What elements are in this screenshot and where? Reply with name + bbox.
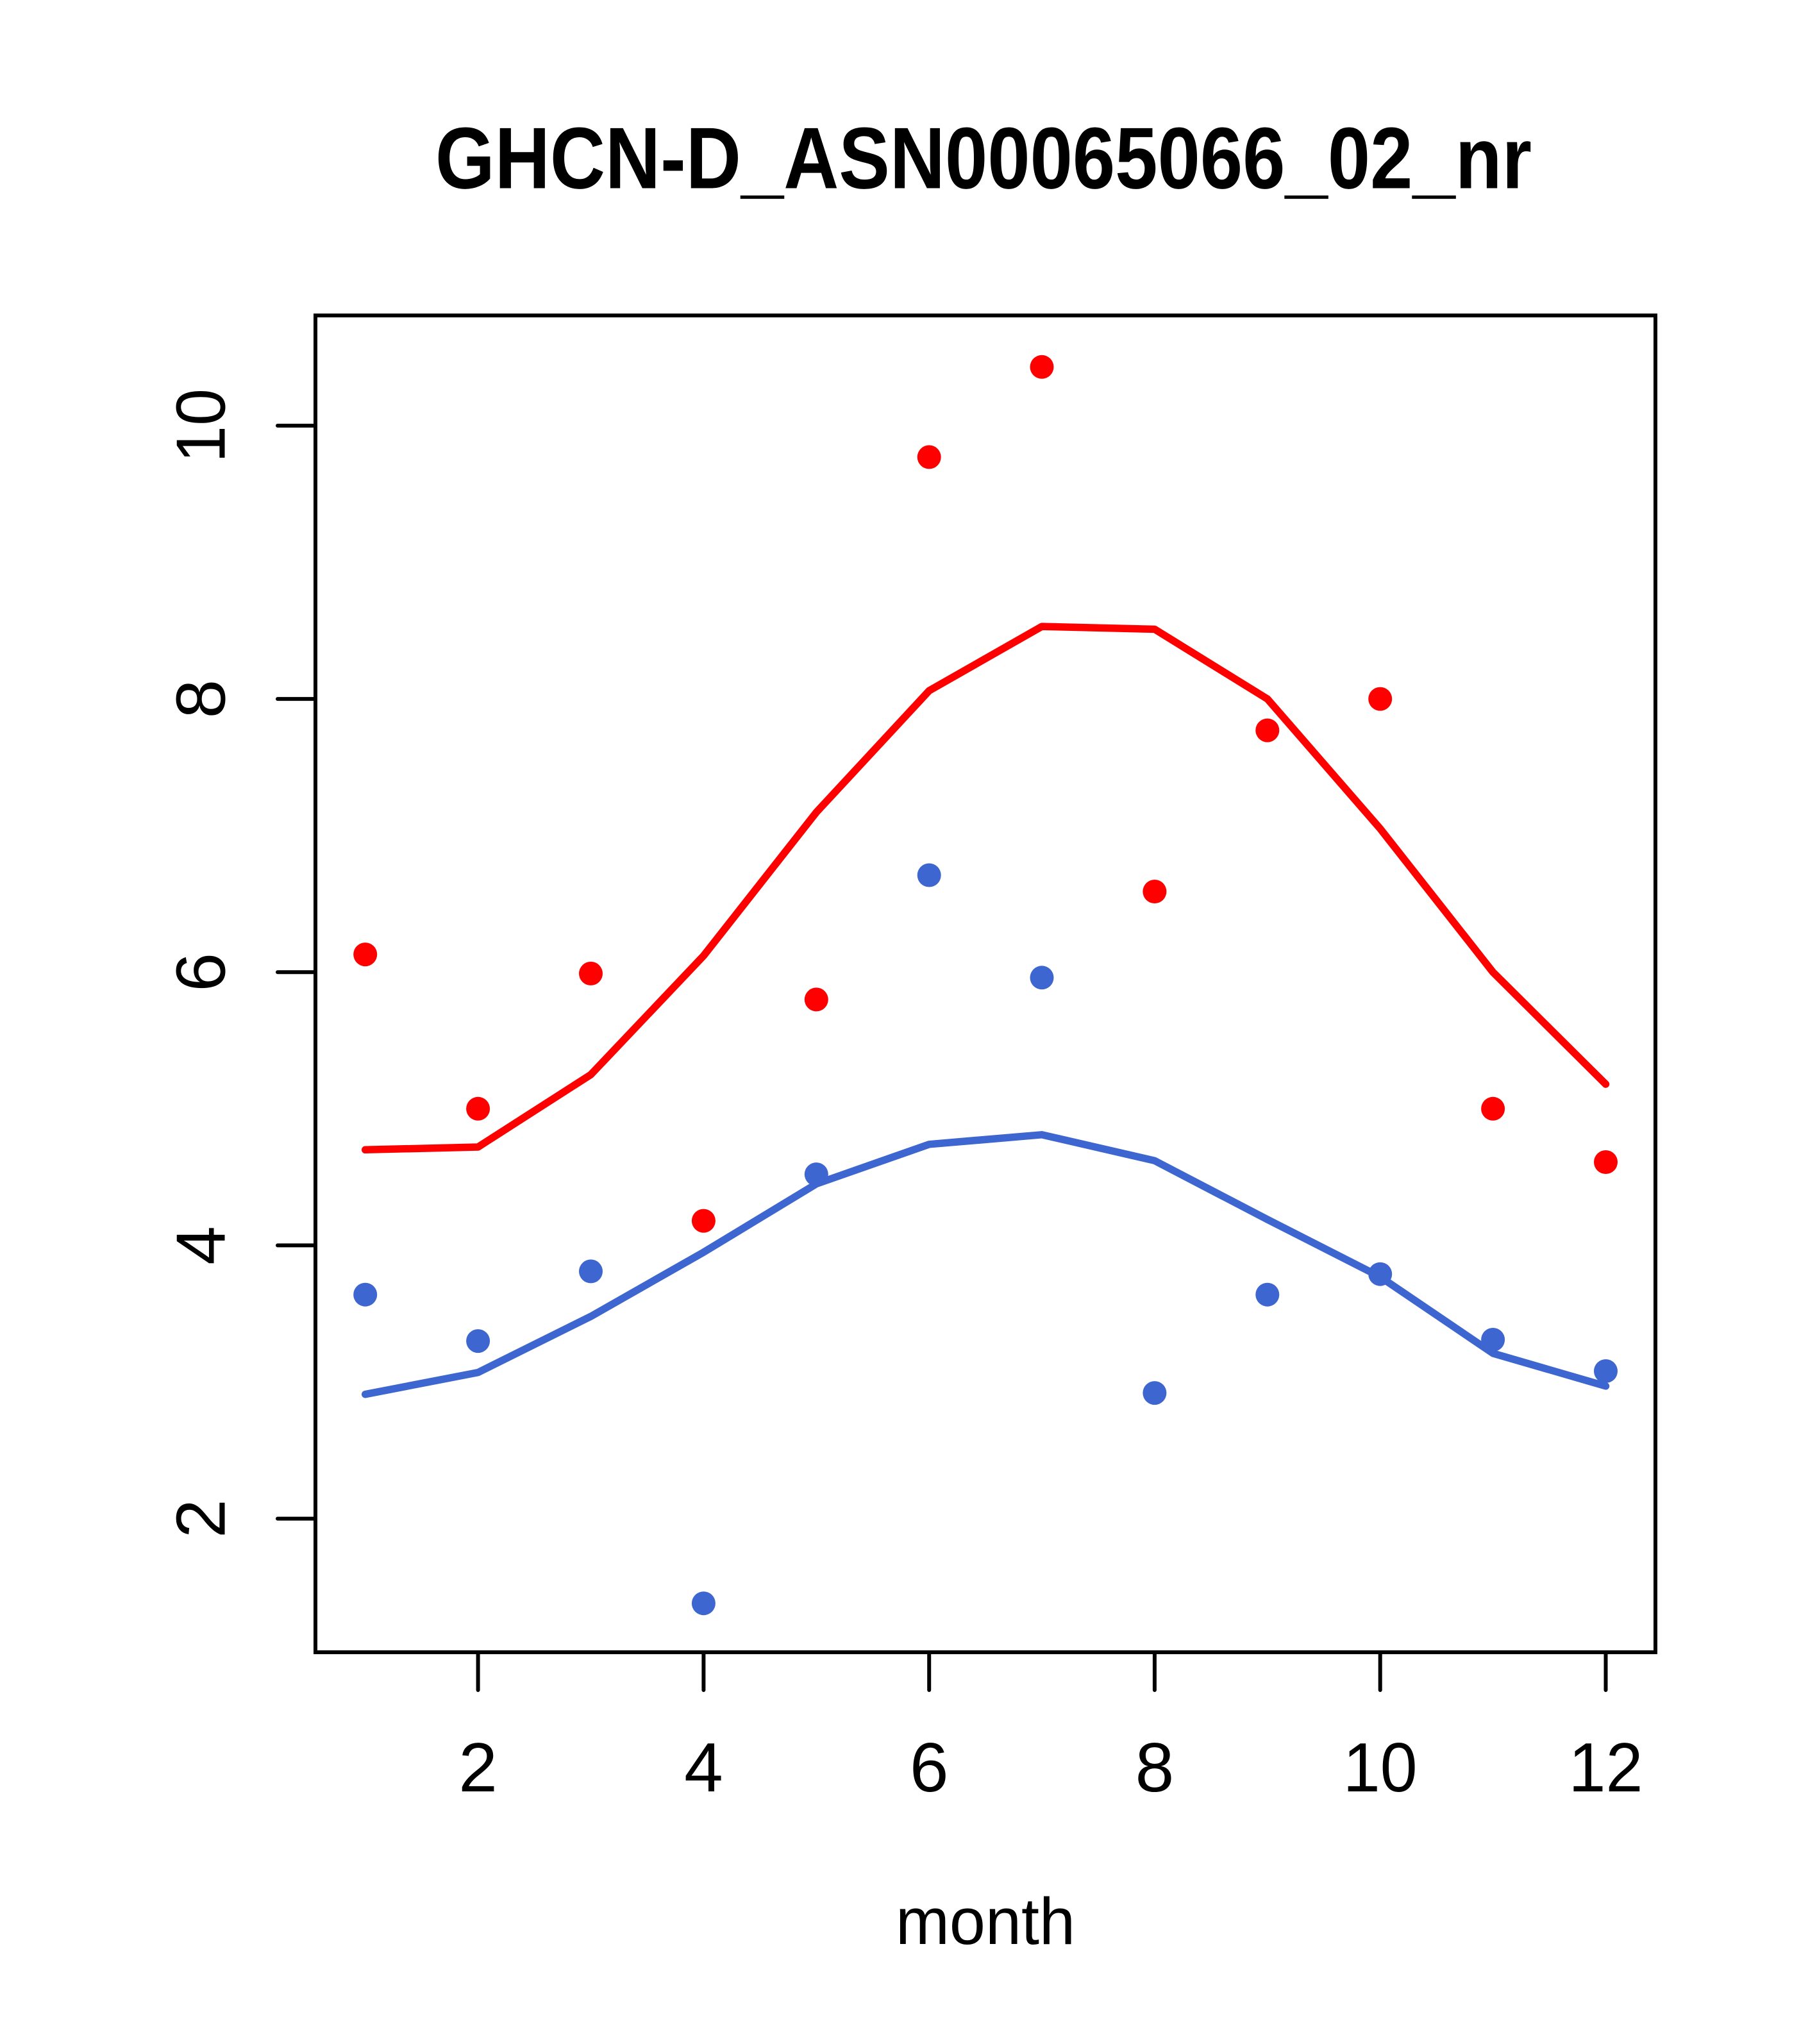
svg-text:8: 8 <box>1135 1729 1175 1807</box>
svg-text:2: 2 <box>458 1729 498 1807</box>
svg-text:GHCN-D_ASN00065066_02_nr: GHCN-D_ASN00065066_02_nr <box>435 110 1532 207</box>
svg-text:12: 12 <box>1569 1729 1643 1807</box>
svg-text:month: month <box>896 1884 1075 1958</box>
svg-text:10: 10 <box>1343 1729 1418 1807</box>
svg-text:6: 6 <box>910 1729 949 1807</box>
svg-text:10: 10 <box>162 389 240 463</box>
svg-text:8: 8 <box>162 680 240 719</box>
svg-text:6: 6 <box>162 953 240 992</box>
svg-text:4: 4 <box>684 1729 723 1807</box>
svg-text:2: 2 <box>162 1499 240 1538</box>
svg-text:4: 4 <box>162 1226 240 1265</box>
